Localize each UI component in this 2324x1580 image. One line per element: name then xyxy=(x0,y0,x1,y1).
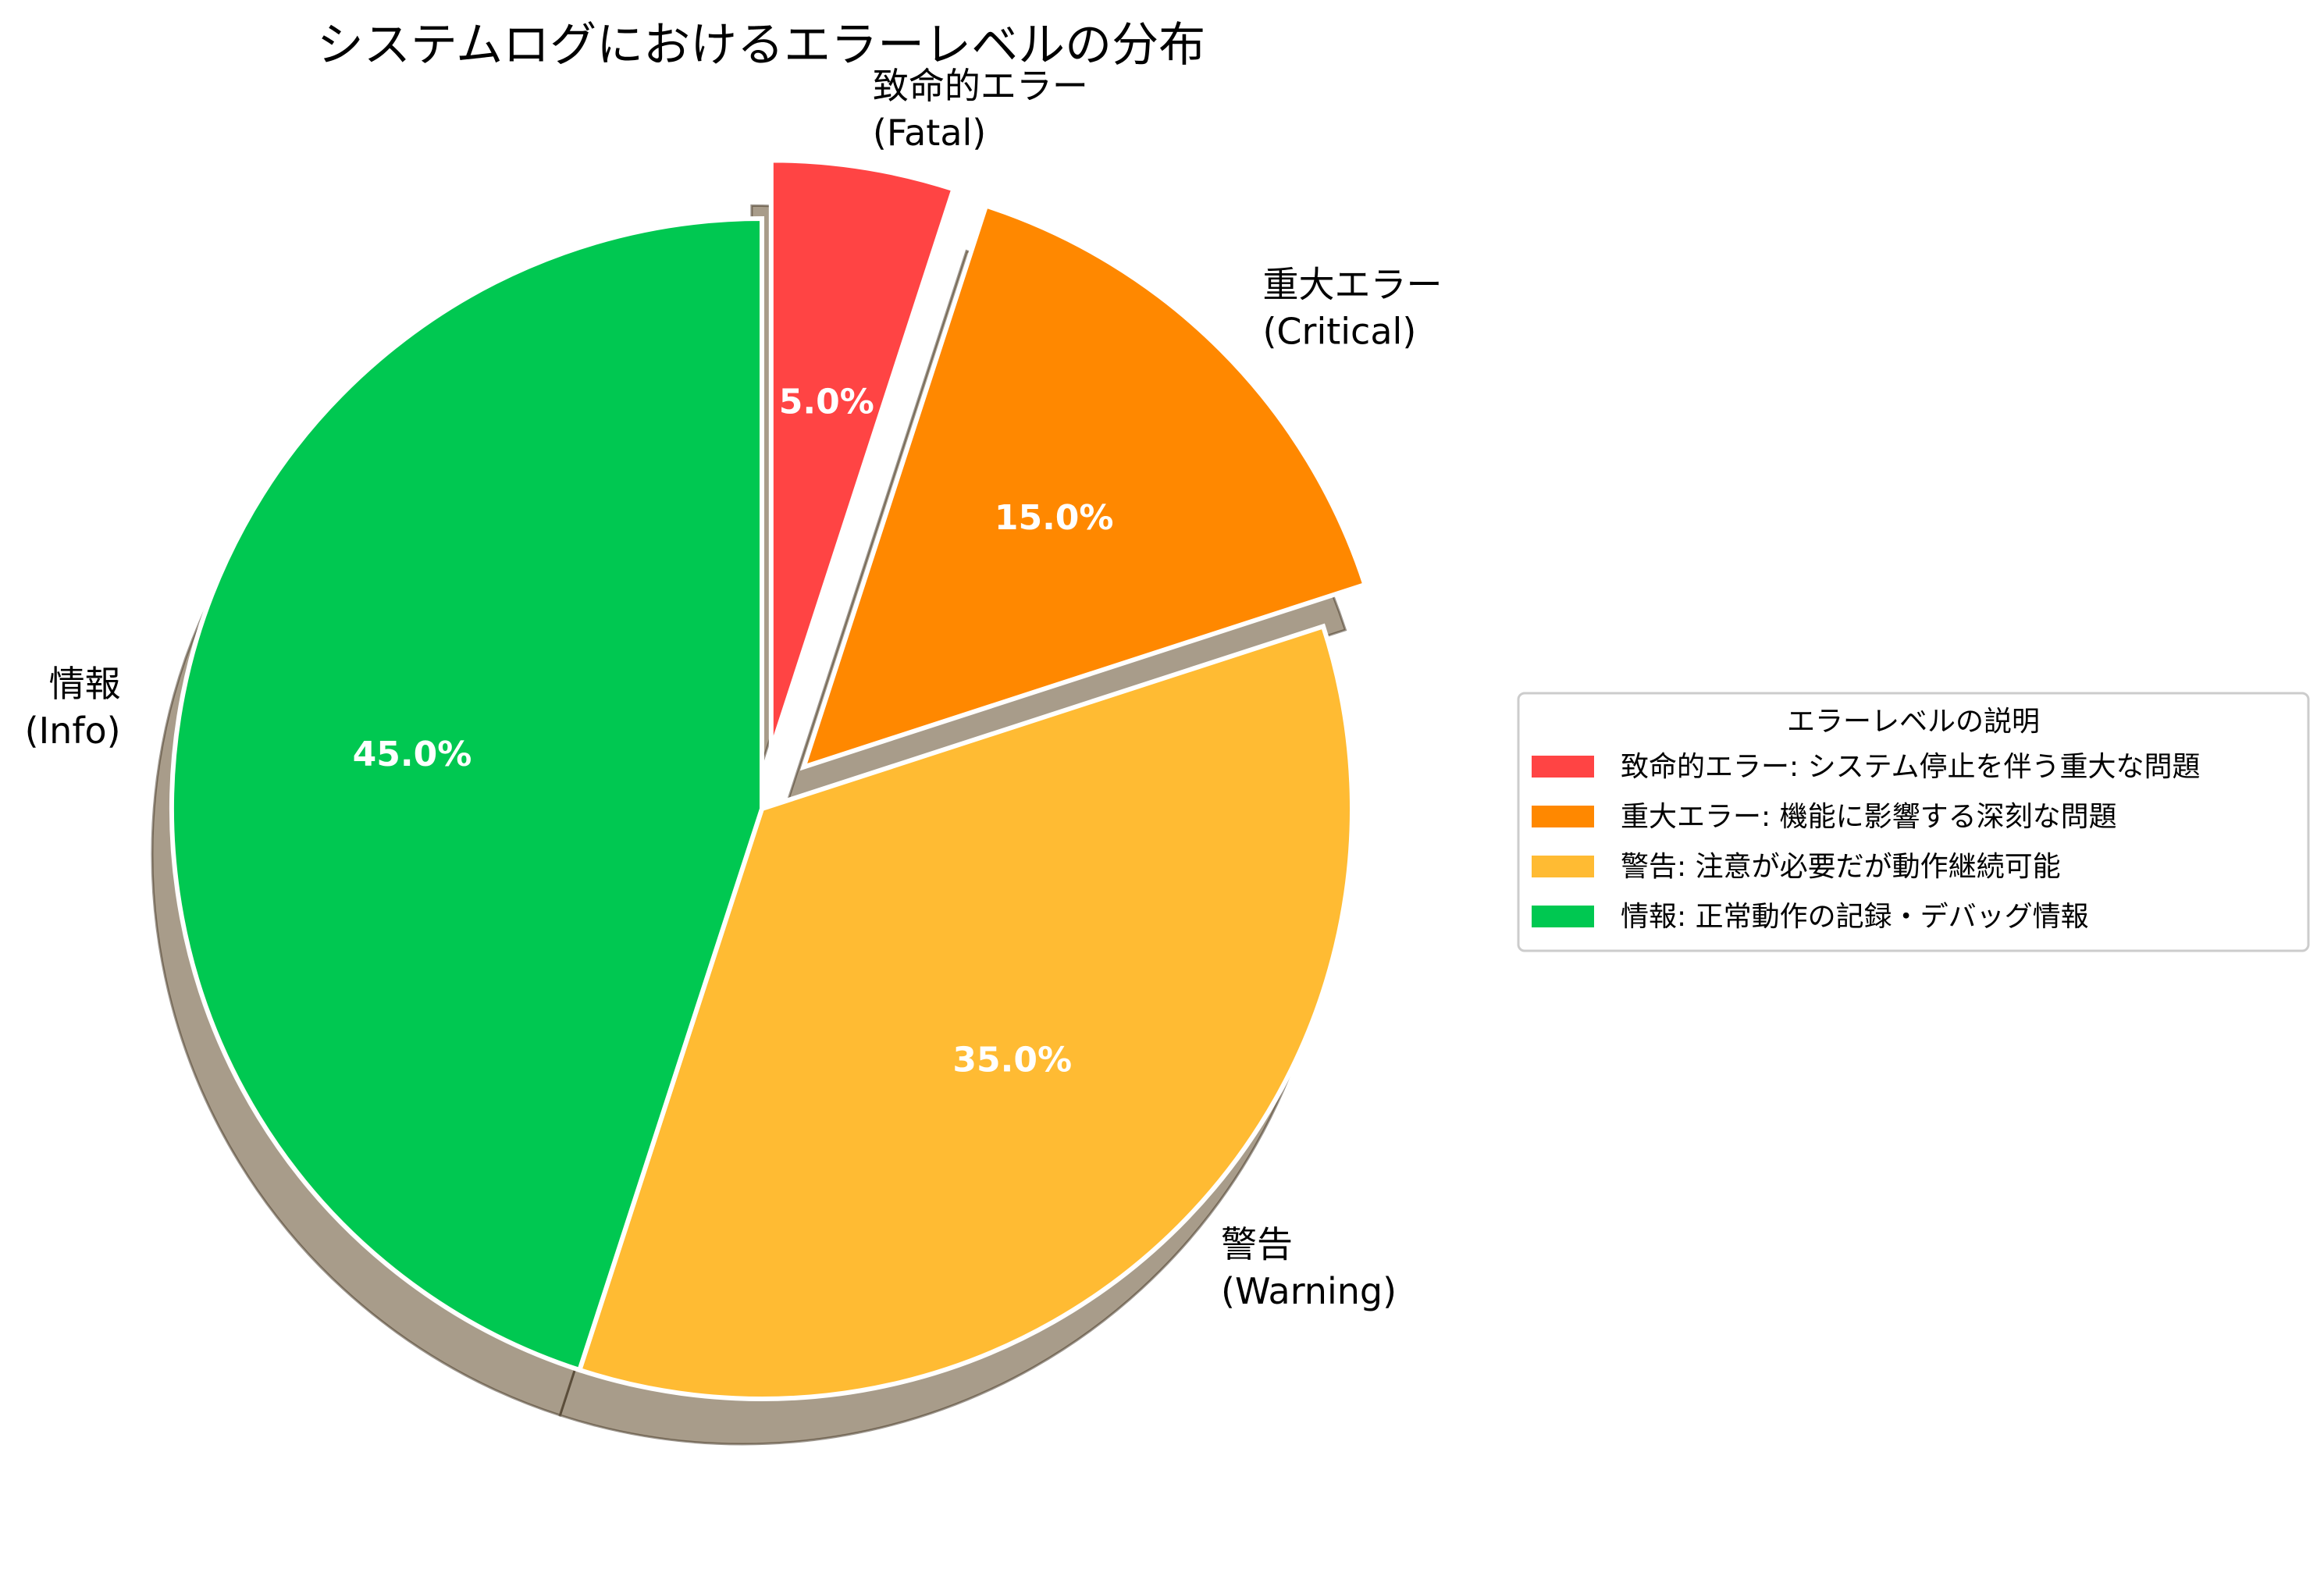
legend-title: エラーレベルの説明 xyxy=(1787,706,2040,738)
slice-category-label-1: 重大エラー (Critical) xyxy=(1262,264,1442,353)
slice-category-label-3: 情報 (Info) xyxy=(25,663,121,752)
slice-category-label-0: 致命的エラー (Fatal) xyxy=(873,65,1088,154)
chart-title: システムログにおけるエラーレベルの分布 xyxy=(317,18,1205,73)
slice-category-label-line-3-1: (Info) xyxy=(25,710,121,752)
legend-swatch-3 xyxy=(1532,906,1594,927)
slice-percent-label-2: 35.0% xyxy=(952,1041,1072,1080)
slice-percent-label-1: 15.0% xyxy=(995,498,1114,538)
slice-category-label-line-2-0: 警告 xyxy=(1221,1223,1293,1265)
legend-label-3: 情報: 正常動作の記録・デバッグ情報 xyxy=(1621,901,2089,933)
slice-category-label-line-3-0: 情報 xyxy=(49,663,121,705)
slice-percent-label-0: 5.0% xyxy=(779,382,874,422)
pie-slice-0 xyxy=(768,158,957,752)
legend-frame xyxy=(1517,692,2310,952)
pie-slices xyxy=(169,158,1368,1401)
category-labels: 致命的エラー (Fatal) 重大エラー (Critical) 警告 (Warning) 情… xyxy=(25,65,1443,1312)
slice-category-label-line-2-1: (Warning) xyxy=(1221,1270,1397,1312)
slice-percent-label-3: 45.0% xyxy=(353,735,472,774)
legend-label-1: 重大エラー: 機能に影響する深刻な問題 xyxy=(1621,801,2117,833)
pie-slice-2 xyxy=(576,623,1354,1401)
legend-label-0: 致命的エラー: システム停止を伴う重大な問題 xyxy=(1621,751,2201,783)
slice-category-label-line-1-1: (Critical) xyxy=(1262,311,1416,353)
legend-label-2: 警告: 注意が必要だが動作継続可能 xyxy=(1621,851,2061,883)
pie-slice-1 xyxy=(799,202,1368,771)
slice-category-label-2: 警告 (Warning) xyxy=(1221,1223,1397,1312)
legend-swatch-1 xyxy=(1532,806,1594,827)
legend-swatch-2 xyxy=(1532,856,1594,877)
pie-slice-3 xyxy=(169,215,764,1373)
slice-category-label-line-1-0: 重大エラー xyxy=(1262,264,1442,306)
percent-labels: 5.0% 15.0% 35.0% 45.0% xyxy=(353,382,1114,1080)
slice-category-label-line-0-1: (Fatal) xyxy=(873,112,986,154)
legend-swatch-0 xyxy=(1532,756,1594,778)
slice-category-label-line-0-0: 致命的エラー xyxy=(873,65,1088,107)
